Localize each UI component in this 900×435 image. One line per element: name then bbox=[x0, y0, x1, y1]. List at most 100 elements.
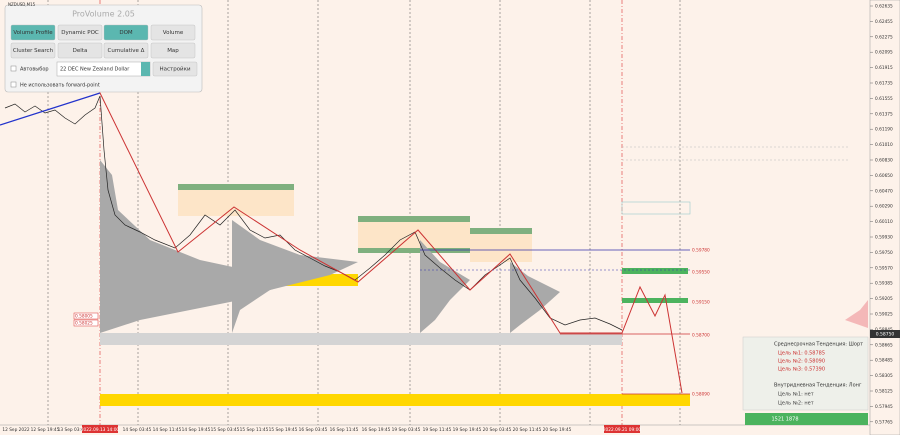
green-zone bbox=[470, 228, 532, 234]
level-label: 0.59780 bbox=[692, 248, 710, 254]
panel-button[interactable] bbox=[57, 42, 103, 59]
time-label: 14 Sep 11:45 bbox=[153, 427, 182, 433]
panel-button[interactable] bbox=[10, 42, 56, 59]
dom-histogram bbox=[845, 300, 868, 328]
info-line: Цель №3: 0.57390 bbox=[778, 367, 825, 373]
price-label: 0.60470 bbox=[875, 188, 893, 194]
auto-select[interactable]: Автовыбор bbox=[20, 67, 49, 73]
price-label: 0.59930 bbox=[875, 235, 893, 241]
time-label: 20 Sep 11:45 bbox=[513, 427, 542, 433]
time-label: 12 Sep 19:45 bbox=[31, 427, 60, 433]
info-line: Цель №1: 0.58785 bbox=[778, 351, 825, 357]
current-price: 0.58750 bbox=[876, 332, 895, 338]
price-label: 0.59570 bbox=[875, 265, 893, 271]
panel-button[interactable] bbox=[10, 24, 56, 41]
target-lines bbox=[622, 146, 850, 161]
time-label: 19 Sep 19:45 bbox=[453, 427, 482, 433]
time-label: 20 Sep 03:45 bbox=[483, 427, 512, 433]
panel-button[interactable] bbox=[103, 42, 149, 59]
instrument[interactable]: 22 DEC New Zealand Dollar bbox=[60, 67, 130, 73]
price-label: 0.62455 bbox=[875, 19, 893, 25]
info-footer: 1521 1878 bbox=[771, 417, 798, 423]
time-label: 12 Sep 2022 bbox=[2, 427, 29, 433]
value-zone bbox=[100, 333, 622, 345]
settings-button[interactable] bbox=[152, 61, 198, 77]
panel-button-label[interactable]: Cluster Search bbox=[13, 48, 54, 54]
price-label: 0.59750 bbox=[875, 250, 893, 256]
time-label: 2022.09.21 09:00 bbox=[603, 427, 642, 433]
time-label: 14 Sep 03:45 bbox=[123, 427, 152, 433]
target-zone bbox=[100, 394, 690, 406]
panel-button-label[interactable]: Volume bbox=[163, 30, 184, 36]
symbol: NZDUSD,M15 bbox=[8, 2, 36, 7]
green-zone bbox=[622, 298, 688, 303]
info-line: Цель №2: нет bbox=[778, 401, 814, 407]
price-axis-area bbox=[869, 0, 900, 435]
panel-button-label[interactable]: DOM bbox=[119, 30, 133, 36]
settings-label[interactable]: Настройки bbox=[159, 66, 190, 73]
level-label: 0.59150 bbox=[692, 300, 710, 306]
trend-line bbox=[0, 92, 101, 126]
panel-button[interactable] bbox=[150, 24, 196, 41]
price-label: 0.62635 bbox=[875, 4, 893, 10]
time-label: 15 Sep 19:45 bbox=[269, 427, 298, 433]
footer-bar bbox=[745, 413, 868, 425]
panel-button-label[interactable]: Cumulative Δ bbox=[108, 48, 145, 54]
price-label: 0.60650 bbox=[875, 173, 893, 179]
level-label: 0.58005 bbox=[75, 314, 93, 320]
panel-button-label[interactable]: Volume Profile bbox=[13, 30, 53, 36]
time-label: 14 Sep 19:45 bbox=[182, 427, 211, 433]
current-price-tag bbox=[870, 330, 900, 338]
time-label: 13 Sep 03:45 bbox=[58, 427, 87, 433]
level-label: 0.58025 bbox=[75, 321, 93, 327]
level-label: 0.58090 bbox=[692, 392, 710, 398]
checkbox[interactable] bbox=[10, 65, 17, 72]
price-label: 0.58485 bbox=[875, 358, 893, 364]
level-tag bbox=[73, 312, 99, 320]
panel-button[interactable] bbox=[150, 42, 196, 59]
panel-button-label[interactable]: Map bbox=[167, 48, 179, 54]
level-label: 0.58700 bbox=[692, 333, 710, 339]
green-zone bbox=[622, 268, 688, 274]
info-line: Внутридневная Тенденция: Лонг bbox=[774, 383, 862, 389]
green-zone bbox=[358, 248, 470, 253]
forward-point[interactable]: Не использовать forward-point bbox=[20, 83, 100, 89]
price-label: 0.61735 bbox=[875, 81, 893, 87]
price-label: 0.61375 bbox=[875, 111, 893, 117]
panel-button[interactable] bbox=[57, 24, 103, 41]
price-label: 0.62095 bbox=[875, 50, 893, 56]
price-label: 0.60110 bbox=[875, 219, 893, 225]
projection-box bbox=[621, 201, 691, 215]
panel-button-label[interactable]: Dynamic POC bbox=[61, 30, 99, 36]
dropdown-arrow[interactable] bbox=[141, 62, 150, 76]
price-line bbox=[4, 95, 623, 331]
price-label: 0.58125 bbox=[875, 389, 893, 395]
time-highlight bbox=[604, 425, 640, 433]
time-highlight bbox=[82, 425, 118, 433]
time-label: 19 Sep 03:45 bbox=[392, 427, 421, 433]
price-label: 0.58845 bbox=[875, 327, 893, 333]
price-label: 0.59385 bbox=[875, 281, 893, 287]
info-line: Среднесрочная Тенденция: Шорт bbox=[774, 342, 863, 348]
volume-profile bbox=[232, 220, 358, 333]
price-label: 0.62275 bbox=[875, 34, 893, 40]
time-label: 16 Sep 19:45 bbox=[362, 427, 391, 433]
panel-title: ProVolume 2.05 bbox=[72, 10, 135, 19]
time-label: 16 Sep 03:45 bbox=[299, 427, 328, 433]
panel-button-label[interactable]: Delta bbox=[73, 48, 88, 54]
info-box bbox=[742, 336, 869, 411]
green-zone bbox=[358, 216, 470, 222]
price-label: 0.57765 bbox=[875, 419, 893, 425]
checkbox[interactable] bbox=[10, 81, 17, 88]
price-label: 0.57945 bbox=[875, 404, 893, 410]
price-label: 0.60290 bbox=[875, 204, 893, 210]
info-line: Цель №2: 0.58090 bbox=[778, 359, 825, 365]
price-label: 0.61915 bbox=[875, 65, 893, 71]
price-label: 0.61555 bbox=[875, 96, 893, 102]
panel-button[interactable] bbox=[103, 24, 149, 41]
time-label: 20 Sep 19:45 bbox=[543, 427, 572, 433]
price-label: 0.58665 bbox=[875, 342, 893, 348]
price-label: 0.60830 bbox=[875, 158, 893, 164]
price-label: 0.59205 bbox=[875, 296, 893, 302]
